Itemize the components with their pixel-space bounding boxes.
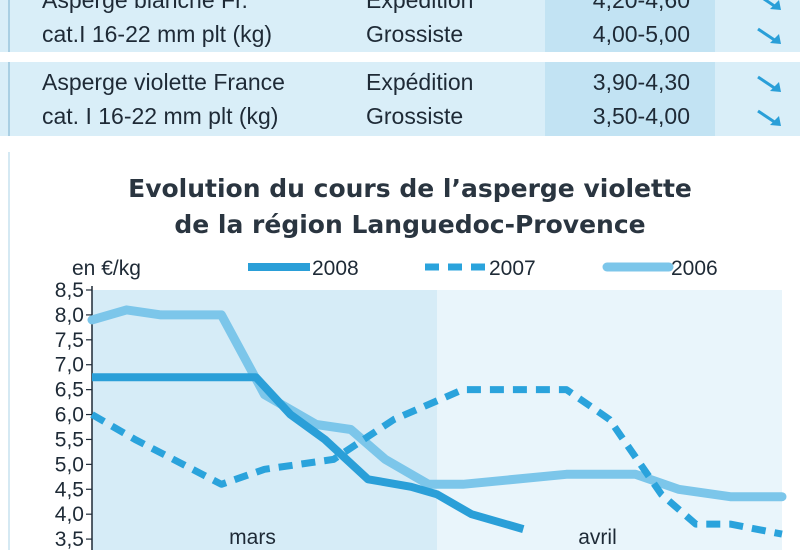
market-expedition: Expédition [366, 0, 474, 13]
down-arrow-icon [757, 27, 781, 44]
y-tick-label: 6,0 [55, 404, 84, 427]
y-tick-label: 3,5 [55, 528, 84, 550]
down-arrow-icon [757, 75, 781, 92]
x-month-label: avril [578, 526, 617, 549]
month-band-mars [92, 290, 437, 550]
series-line-2006 [87, 305, 787, 502]
chart-title-line2: de la région Languedoc-Provence [174, 210, 646, 239]
legend-label-2006: 2006 [671, 257, 718, 280]
y-tick-label: 5,0 [55, 453, 84, 476]
month-band-avril [437, 290, 782, 550]
y-axis-unit-label: en €/kg [72, 257, 141, 280]
market-grossiste: Grossiste [366, 21, 464, 47]
chart-title-line1: Evolution du cours de l’asperge violette [128, 174, 692, 203]
price-expedition: 4,20-4,60 [592, 0, 690, 13]
market-expedition: Expédition [366, 69, 474, 95]
row-label-line2: cat. I 16-22 mm plt (kg) [42, 103, 279, 129]
table-row-asperge-blanche: Asperge blanche Fr. cat.I 16-22 mm plt (… [30, 0, 781, 53]
row-label-line2: cat.I 16-22 mm plt (kg) [42, 21, 273, 47]
y-tick-label: 5,5 [55, 428, 84, 451]
price-column-highlight [545, 0, 715, 136]
legend-label-2007: 2007 [489, 257, 536, 280]
y-tick-label: 7,0 [55, 354, 84, 377]
table-row-asperge-violette: Asperge violette France cat. I 16-22 mm … [30, 65, 781, 135]
series-line-2007 [90, 386, 783, 538]
y-tick-label: 6,5 [55, 379, 84, 402]
row-label-line1: Asperge violette France [42, 69, 285, 95]
down-arrow-icon [757, 109, 781, 126]
y-tick-label: 4,0 [55, 503, 84, 526]
y-tick-label: 8,5 [55, 279, 84, 302]
series-line-2008 [92, 373, 525, 533]
x-month-label: mars [229, 526, 276, 549]
y-tick-label: 7,5 [55, 329, 84, 352]
row-label-line1: Asperge blanche Fr. [42, 0, 248, 13]
legend-label-2008: 2008 [312, 257, 359, 280]
table-left-border [8, 0, 10, 140]
price-grossiste: 4,00-5,00 [592, 21, 690, 47]
price-grossiste: 3,50-4,00 [592, 103, 690, 129]
row-separator [0, 52, 800, 62]
market-grossiste: Grossiste [366, 103, 464, 129]
down-arrow-icon [762, 0, 781, 10]
y-tick-label: 8,0 [55, 304, 84, 327]
y-tick-label: 4,5 [55, 478, 84, 501]
price-expedition: 3,90-4,30 [592, 69, 690, 95]
table-bottom-separator [0, 136, 800, 150]
price-table: Asperge blanche Fr. cat.I 16-22 mm plt (… [0, 0, 800, 150]
